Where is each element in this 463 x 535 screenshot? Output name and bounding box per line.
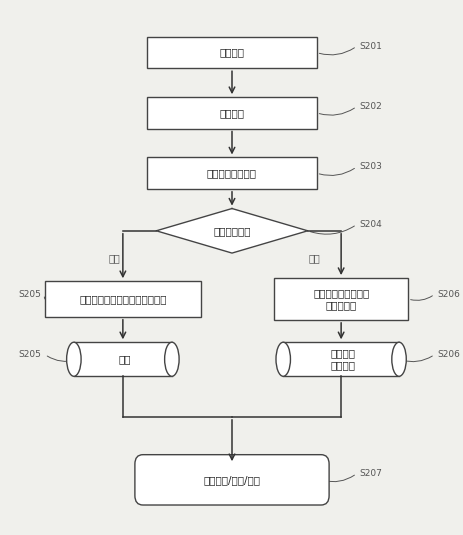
Text: 提取激光投影图像: 提取激光投影图像 [206,168,257,178]
Text: 保护渣平
整性变化: 保护渣平 整性变化 [329,348,354,370]
Text: 渣位: 渣位 [118,354,130,364]
FancyBboxPatch shape [274,278,407,320]
Text: S205: S205 [18,290,41,299]
FancyBboxPatch shape [147,97,316,128]
Polygon shape [282,342,398,376]
Text: S204: S204 [358,220,381,229]
Text: S201: S201 [358,42,381,51]
Text: S206: S206 [436,290,459,299]
Text: S202: S202 [358,102,381,111]
FancyBboxPatch shape [45,281,200,317]
Text: S207: S207 [358,469,381,478]
Text: S206: S206 [436,350,459,359]
Ellipse shape [391,342,406,376]
Text: S205: S205 [18,350,41,359]
FancyBboxPatch shape [135,455,328,505]
Text: 图像采集: 图像采集 [219,48,244,58]
Ellipse shape [164,342,179,376]
Text: 数据显示/储存/发送: 数据显示/储存/发送 [203,475,260,485]
Polygon shape [74,342,171,376]
FancyBboxPatch shape [147,157,316,189]
Text: 确定结晶器侧壁上激光投影线长: 确定结晶器侧壁上激光投影线长 [79,294,166,304]
Text: 分析保护渣上表面上
激光投影线: 分析保护渣上表面上 激光投影线 [313,288,369,310]
Text: S203: S203 [358,162,381,171]
Polygon shape [156,209,307,253]
Text: 渣面: 渣面 [308,253,319,263]
Text: 壁面: 壁面 [108,253,119,263]
Text: 投影线转折点: 投影线转折点 [213,226,250,236]
Text: 图像去噪: 图像去噪 [219,108,244,118]
Ellipse shape [275,342,290,376]
Ellipse shape [67,342,81,376]
FancyBboxPatch shape [147,37,316,68]
